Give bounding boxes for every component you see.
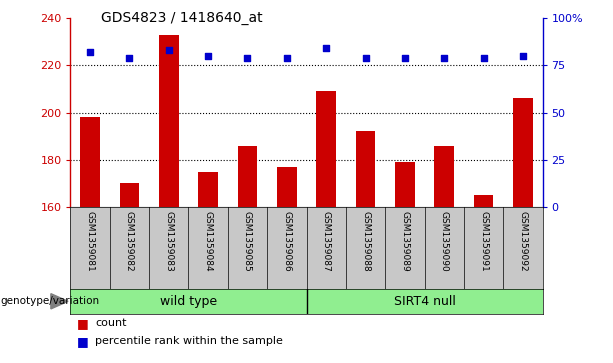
Bar <box>474 195 493 207</box>
Point <box>400 55 409 61</box>
Text: GSM1359091: GSM1359091 <box>479 211 488 272</box>
Point <box>164 47 173 53</box>
Bar <box>199 171 218 207</box>
Polygon shape <box>51 294 68 309</box>
Text: GSM1359090: GSM1359090 <box>440 211 449 272</box>
Point <box>479 55 489 61</box>
Bar <box>316 91 336 207</box>
Text: GSM1359084: GSM1359084 <box>204 211 213 272</box>
Text: GSM1359089: GSM1359089 <box>400 211 409 272</box>
Text: GSM1359087: GSM1359087 <box>322 211 330 272</box>
Bar <box>159 35 178 207</box>
Text: GSM1359088: GSM1359088 <box>361 211 370 272</box>
Text: GDS4823 / 1418640_at: GDS4823 / 1418640_at <box>101 11 263 25</box>
Point <box>360 55 370 61</box>
Point <box>440 55 449 61</box>
Text: GSM1359083: GSM1359083 <box>164 211 173 272</box>
Point <box>243 55 253 61</box>
Text: percentile rank within the sample: percentile rank within the sample <box>95 336 283 346</box>
Point <box>124 55 134 61</box>
Point <box>85 49 95 55</box>
Bar <box>238 146 257 207</box>
Point <box>282 55 292 61</box>
Bar <box>277 167 297 207</box>
Text: GSM1359092: GSM1359092 <box>519 211 527 272</box>
Point <box>204 53 213 59</box>
Bar <box>435 146 454 207</box>
Bar <box>356 131 375 207</box>
Text: ■: ■ <box>77 335 88 348</box>
Point <box>321 45 331 51</box>
Text: GSM1359086: GSM1359086 <box>283 211 291 272</box>
Text: wild type: wild type <box>160 295 217 308</box>
Bar <box>120 183 139 207</box>
Text: count: count <box>95 318 126 328</box>
Bar <box>395 162 414 207</box>
Point <box>518 53 528 59</box>
Bar <box>80 117 100 207</box>
Text: GSM1359082: GSM1359082 <box>125 211 134 272</box>
Text: GSM1359085: GSM1359085 <box>243 211 252 272</box>
Text: SIRT4 null: SIRT4 null <box>394 295 455 308</box>
Text: genotype/variation: genotype/variation <box>1 296 100 306</box>
Text: GSM1359081: GSM1359081 <box>86 211 94 272</box>
Bar <box>513 98 533 207</box>
Text: ■: ■ <box>77 317 88 330</box>
